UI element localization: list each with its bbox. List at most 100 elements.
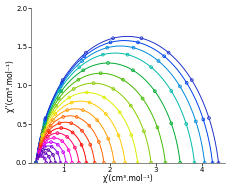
Point — [39, 143, 42, 146]
Point — [71, 131, 74, 134]
Point — [75, 115, 79, 119]
Point — [130, 133, 133, 136]
Point — [61, 151, 65, 154]
Point — [157, 60, 160, 63]
Point — [140, 37, 143, 40]
Point — [44, 116, 47, 119]
Point — [111, 37, 115, 40]
Point — [59, 161, 62, 164]
Point — [141, 97, 145, 100]
Point — [52, 136, 56, 139]
Point — [40, 137, 44, 140]
Point — [123, 161, 127, 164]
Point — [81, 69, 85, 72]
Point — [61, 79, 64, 82]
Point — [132, 46, 135, 49]
Point — [40, 152, 43, 155]
Point — [70, 101, 73, 104]
Point — [42, 143, 46, 146]
Point — [131, 69, 135, 72]
Point — [88, 101, 91, 104]
Point — [162, 55, 166, 58]
Point — [61, 115, 65, 119]
Point — [193, 161, 196, 164]
Point — [106, 137, 110, 140]
Point — [142, 130, 146, 133]
Point — [72, 88, 76, 91]
Point — [92, 82, 95, 85]
Point — [184, 122, 188, 125]
Point — [44, 152, 47, 155]
Point — [34, 161, 38, 164]
Point — [38, 149, 41, 152]
Point — [190, 79, 194, 82]
Point — [69, 122, 73, 125]
Point — [97, 140, 101, 143]
Point — [54, 161, 57, 164]
Point — [57, 97, 61, 100]
Point — [101, 53, 105, 56]
Point — [93, 161, 97, 164]
Point — [34, 161, 38, 164]
Point — [38, 146, 42, 149]
Point — [34, 161, 38, 164]
Point — [85, 161, 88, 164]
Point — [105, 46, 109, 49]
Point — [47, 129, 51, 132]
Point — [169, 122, 173, 125]
Point — [88, 143, 92, 146]
Point — [185, 81, 188, 84]
Point — [34, 161, 38, 164]
Point — [39, 143, 43, 146]
Point — [34, 161, 38, 164]
Point — [34, 161, 38, 164]
Point — [41, 149, 45, 152]
Point — [48, 131, 52, 134]
Point — [34, 161, 38, 164]
Point — [65, 108, 69, 112]
Point — [169, 89, 173, 92]
Point — [43, 118, 47, 121]
Point — [54, 104, 58, 107]
Point — [102, 161, 106, 164]
Point — [178, 85, 182, 88]
Point — [60, 140, 64, 143]
Point — [112, 88, 115, 91]
Point — [203, 161, 207, 164]
Point — [59, 85, 63, 88]
Point — [211, 161, 214, 164]
Point — [167, 51, 170, 54]
Point — [53, 112, 57, 115]
Point — [47, 155, 51, 158]
Point — [46, 149, 50, 152]
Point — [38, 155, 42, 158]
Point — [64, 161, 68, 164]
Point — [109, 41, 112, 44]
Point — [34, 161, 38, 164]
Point — [67, 96, 71, 99]
Point — [126, 53, 129, 56]
Point — [80, 129, 84, 132]
Point — [39, 140, 43, 143]
Point — [56, 132, 59, 135]
Point — [178, 161, 182, 164]
Point — [49, 141, 53, 144]
Point — [59, 90, 63, 93]
Point — [155, 126, 159, 129]
Point — [104, 112, 108, 115]
Point — [84, 51, 88, 54]
Point — [42, 126, 46, 129]
Point — [207, 116, 211, 119]
Point — [34, 161, 38, 164]
Point — [201, 118, 205, 121]
Point — [99, 72, 103, 75]
Point — [41, 134, 45, 137]
Point — [41, 130, 45, 133]
Point — [41, 155, 44, 158]
Point — [149, 66, 153, 69]
Point — [50, 145, 54, 148]
Point — [95, 119, 99, 122]
Point — [136, 161, 140, 164]
Point — [34, 161, 38, 164]
Point — [37, 151, 41, 154]
